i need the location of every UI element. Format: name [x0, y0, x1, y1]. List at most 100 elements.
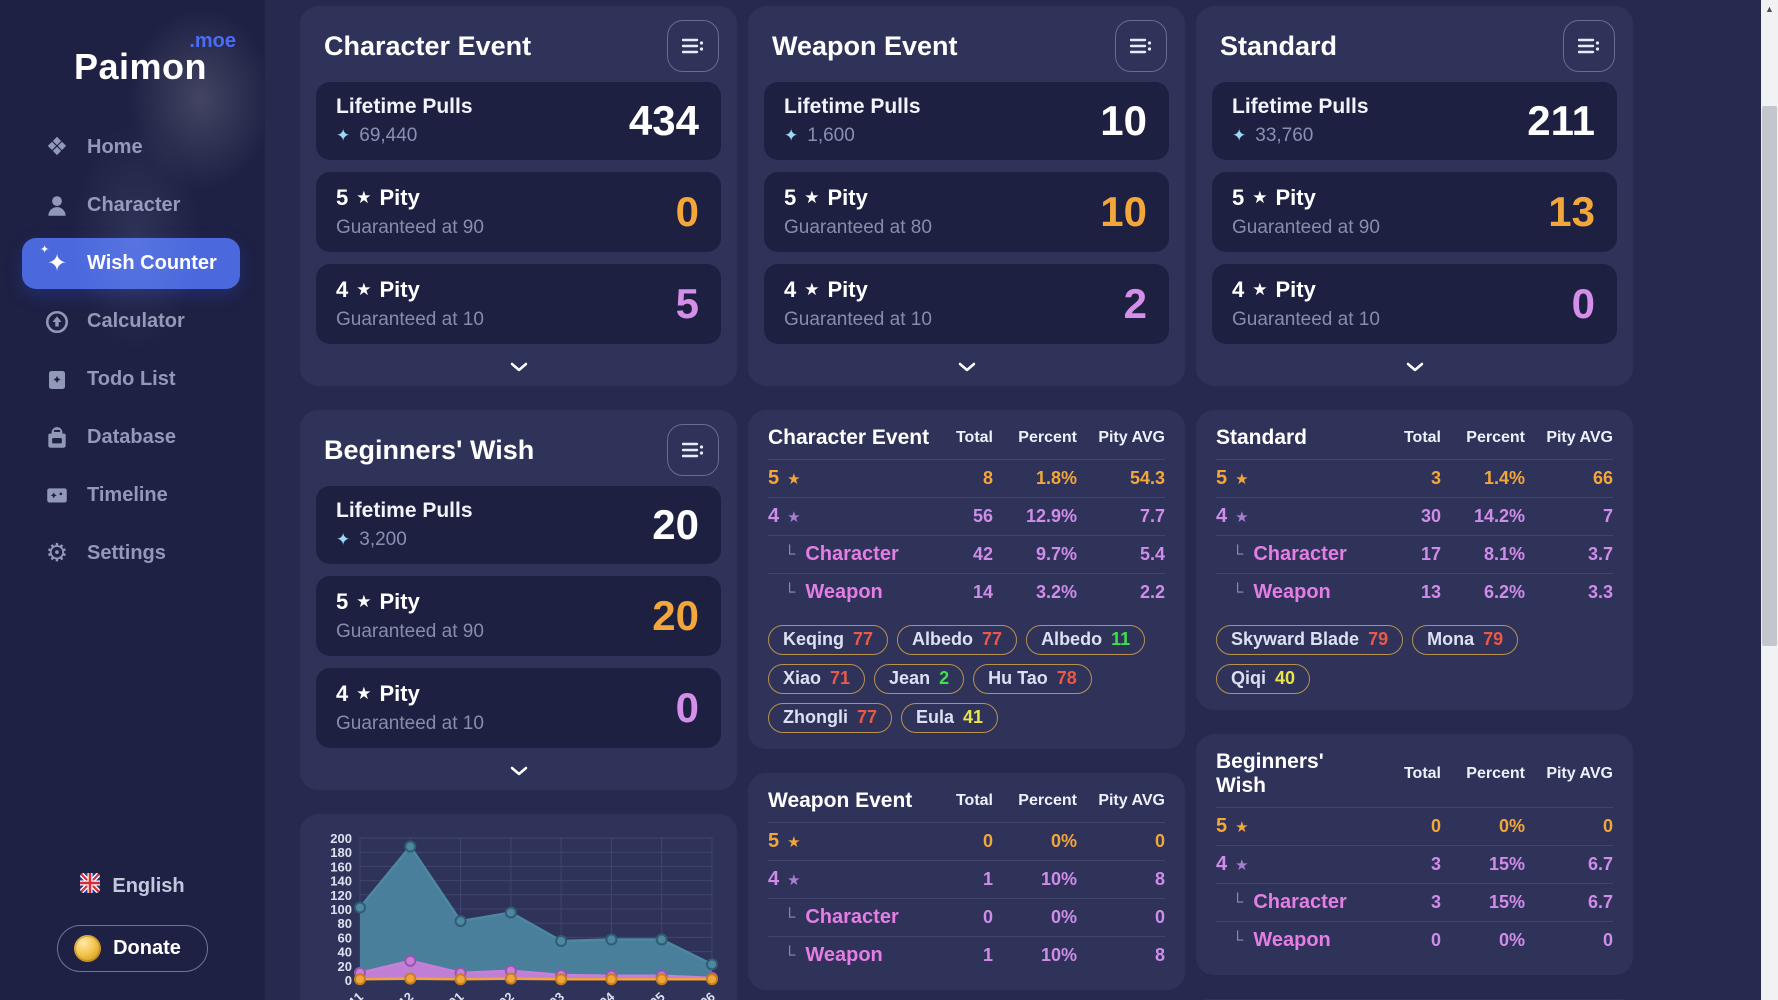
primogem-count: 1,600	[807, 125, 855, 146]
star-icon: ★	[787, 508, 801, 526]
lifetime-pulls-label: Lifetime Pulls	[336, 95, 473, 118]
five-star-history-pills: Skyward Blade 79 Mona 79 Qiqi 40	[1216, 625, 1613, 694]
language-selector[interactable]: English	[78, 871, 185, 899]
scrollbar-up-arrow[interactable]: ▲	[1765, 3, 1774, 14]
sidebar: Paimon .moe ❖ Home Character ✦ ✦ Wish Cou…	[0, 0, 265, 1000]
svg-text:0: 0	[345, 973, 352, 988]
sidebar-item-label: Character	[87, 194, 181, 216]
five-star-pity-value: 0	[675, 188, 699, 235]
stats-row-4-star: 4 ★ 30 14.2% 7	[1216, 497, 1613, 535]
lifetime-pulls-panel: Lifetime Pulls ✦ 3,200 20	[316, 486, 721, 564]
chevron-down-icon	[1406, 362, 1423, 372]
sidebar-item-wish-counter[interactable]: ✦ ✦ Wish Counter	[22, 238, 240, 289]
stats-row-4-star: 4 ★ 3 15% 6.7	[1216, 845, 1613, 883]
stats-row-character: └ Character 42 9.7% 5.4	[768, 535, 1165, 573]
five-star-pity-panel: 5 ★ Pity Guaranteed at 90 13	[1212, 172, 1617, 252]
sidebar-item-label: Home	[87, 136, 143, 158]
calculator-icon	[42, 307, 72, 337]
svg-text:100: 100	[330, 902, 352, 917]
svg-text:80: 80	[338, 916, 352, 931]
sidebar-item-label: Timeline	[87, 484, 168, 506]
expand-card-button[interactable]	[316, 356, 721, 380]
card-title: Standard	[1220, 30, 1338, 61]
banner-menu-button[interactable]	[1115, 20, 1167, 72]
pity-note: Guaranteed at 90	[1232, 217, 1380, 238]
primogem-icon: ✦	[1232, 126, 1247, 145]
character-pill: Jean 2	[874, 664, 965, 694]
todo-list-icon	[42, 365, 72, 395]
stats-row-4-star: 4 ★ 1 10% 8	[768, 860, 1165, 898]
banner-menu-button[interactable]	[1563, 20, 1615, 72]
sidebar-item-label: Todo List	[87, 368, 176, 390]
expand-card-button[interactable]	[1212, 356, 1617, 380]
stats-row-weapon: └ Weapon 0 0% 0	[1216, 921, 1613, 959]
four-star-pity-panel: 4 ★ Pity Guaranteed at 10 0	[1212, 264, 1617, 344]
five-star-pity-panel: 5 ★ Pity Guaranteed at 90 20	[316, 576, 721, 656]
sidebar-item-label: Settings	[87, 542, 166, 564]
svg-text:40: 40	[338, 945, 352, 960]
database-icon	[42, 423, 72, 453]
sidebar-item-settings[interactable]: ⚙ Settings	[22, 528, 240, 579]
coin-icon	[74, 935, 102, 962]
sidebar-item-label: Calculator	[87, 310, 185, 332]
pity-note: Guaranteed at 10	[336, 309, 484, 330]
donate-button[interactable]: Donate	[57, 925, 208, 972]
sidebar-item-todo-list[interactable]: Todo List	[22, 354, 240, 405]
app-logo[interactable]: Paimon .moe	[74, 30, 236, 88]
item-pill: Mona 79	[1412, 625, 1519, 655]
stats-title: Weapon Event	[768, 789, 913, 812]
pity-note: Guaranteed at 90	[336, 621, 484, 642]
pity-note: Guaranteed at 80	[784, 217, 932, 238]
stats-row-weapon: └ Weapon 14 3.2% 2.2	[768, 573, 1165, 611]
chevron-down-icon	[510, 362, 527, 372]
banner-menu-button[interactable]	[667, 424, 719, 476]
stats-row-5-star: 5 ★ 0 0% 0	[1216, 807, 1613, 845]
svg-text:2021-05: 2021-05	[622, 989, 667, 1000]
lifetime-pulls-label: Lifetime Pulls	[784, 95, 921, 118]
stats-row-weapon: └ Weapon 1 10% 8	[768, 936, 1165, 974]
primogem-icon: ✦	[336, 530, 351, 549]
four-star-pity-panel: 4 ★ Pity Guaranteed at 10 0	[316, 668, 721, 748]
list-menu-icon	[682, 38, 704, 54]
pity-note: Guaranteed at 10	[1232, 309, 1380, 330]
lifetime-pulls-value: 10	[1100, 97, 1147, 144]
svg-text:2020-11: 2020-11	[321, 989, 366, 1000]
primogem-icon: ✦	[784, 126, 799, 145]
column-2: Weapon Event Lifetime Pulls ✦ 1,600 10 5 ★…	[748, 6, 1185, 1000]
chevron-down-icon	[510, 766, 527, 776]
expand-card-button[interactable]	[316, 760, 721, 784]
sidebar-item-timeline[interactable]: Timeline	[22, 470, 240, 521]
expand-card-button[interactable]	[764, 356, 1169, 380]
sidebar-nav: ❖ Home Character ✦ ✦ Wish Counter Calcula…	[0, 122, 265, 579]
column-header-percent: Percent	[1018, 792, 1077, 809]
svg-text:2021-03: 2021-03	[522, 989, 567, 1000]
stats-title: Character Event	[768, 426, 930, 449]
sidebar-item-calculator[interactable]: Calculator	[22, 296, 240, 347]
scrollbar-thumb[interactable]	[1762, 106, 1777, 646]
character-event-banner-card: Character Event Lifetime Pulls ✦ 69,440 4…	[300, 6, 737, 386]
item-pill: Qiqi 40	[1216, 664, 1311, 694]
pity-note: Guaranteed at 10	[784, 309, 932, 330]
star-icon: ★	[356, 592, 372, 611]
primogem-count: 3,200	[359, 529, 407, 550]
svg-text:60: 60	[338, 930, 352, 945]
svg-text:2020-12: 2020-12	[371, 989, 416, 1000]
star-icon: ★	[787, 833, 801, 851]
sidebar-item-character[interactable]: Character	[22, 180, 240, 231]
four-star-pity-value: 0	[675, 684, 699, 731]
banner-menu-button[interactable]	[667, 20, 719, 72]
sidebar-item-database[interactable]: Database	[22, 412, 240, 463]
svg-text:200: 200	[330, 831, 352, 846]
character-pill: Xiao 71	[768, 664, 866, 694]
star-icon: ★	[1252, 280, 1268, 299]
list-menu-icon	[1130, 38, 1152, 54]
column-header-pity-avg: Pity AVG	[1098, 429, 1165, 446]
star-icon: ★	[1235, 508, 1249, 526]
scrollbar[interactable]: ▲	[1761, 0, 1778, 1000]
svg-text:160: 160	[330, 859, 352, 874]
column-header-total: Total	[955, 792, 993, 809]
primogem-count: 69,440	[359, 125, 418, 146]
sidebar-item-home[interactable]: ❖ Home	[22, 122, 240, 173]
